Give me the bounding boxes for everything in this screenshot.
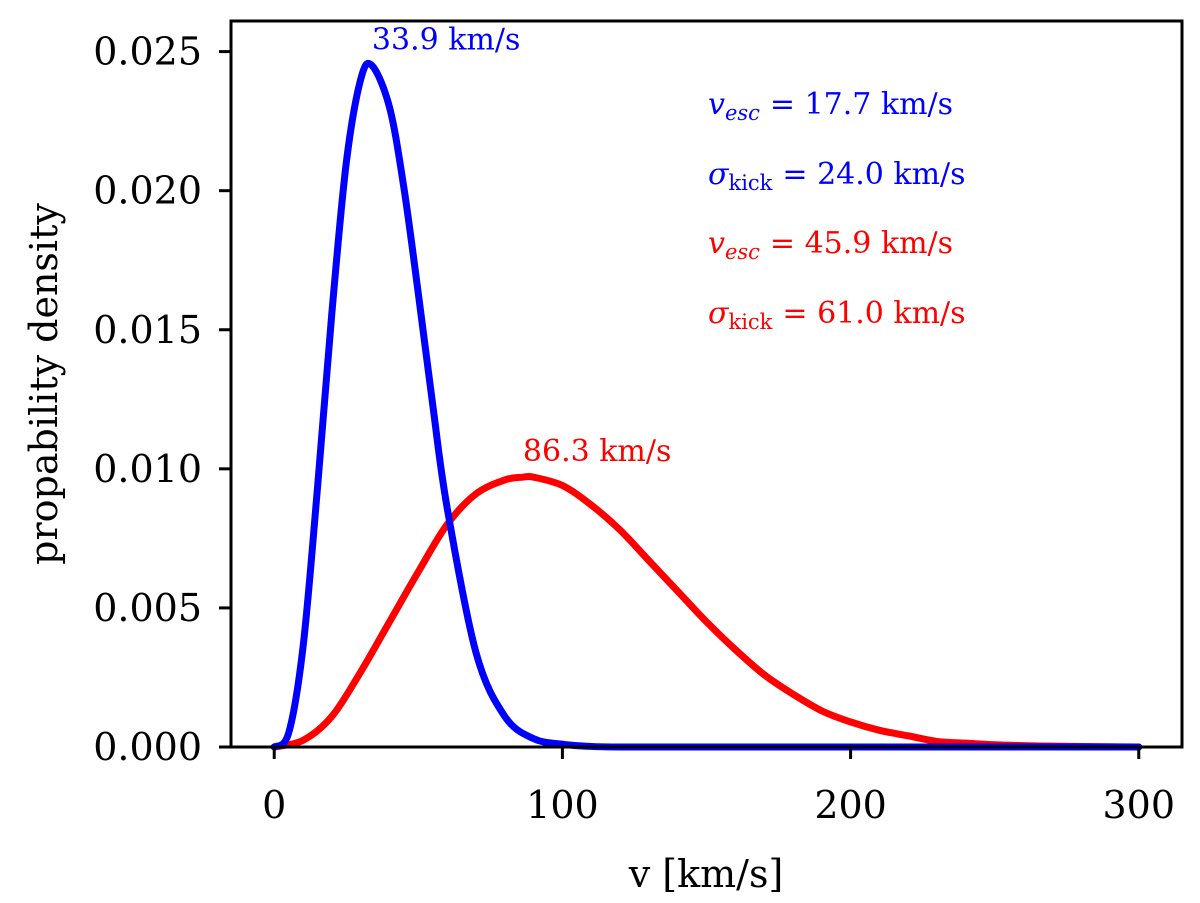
- y-tick-label: 0.005: [93, 586, 202, 630]
- param-annotation: vesc = 45.9 km/s: [708, 226, 953, 264]
- param-annotation: vesc = 17.7 km/s: [708, 87, 953, 125]
- param-annotation: σkick = 24.0 km/s: [708, 157, 966, 195]
- labels-layer: 0 100 200 300 0.000 0.005 0.010 0.015 0.020 0.025…: [22, 23, 1175, 896]
- series-line-blue: [270, 59, 1143, 751]
- x-tick-label: 100: [526, 783, 599, 827]
- plot-frame: [229, 19, 1184, 749]
- y-tick-label: 0.010: [93, 447, 202, 491]
- x-tick-label: 300: [1103, 783, 1176, 827]
- y-axis-label: propability density: [22, 203, 66, 565]
- y-tick-label: 0.025: [93, 30, 202, 74]
- peak-label-red: 86.3 km/s: [523, 434, 671, 469]
- y-tick-label: 0.015: [93, 308, 202, 352]
- param-annotation: σkick = 61.0 km/s: [708, 296, 966, 334]
- y-tick-label: 0.020: [93, 169, 202, 213]
- x-axis-label: v [km/s]: [628, 852, 784, 896]
- series-line-red: [270, 472, 1143, 751]
- x-tick-label: 0: [262, 783, 286, 827]
- peak-label-blue: 33.9 km/s: [372, 23, 520, 58]
- ticks-layer: [219, 50, 1141, 759]
- series-layer: [270, 59, 1143, 751]
- x-tick-label: 200: [814, 783, 887, 827]
- y-tick-label: 0.000: [93, 725, 202, 769]
